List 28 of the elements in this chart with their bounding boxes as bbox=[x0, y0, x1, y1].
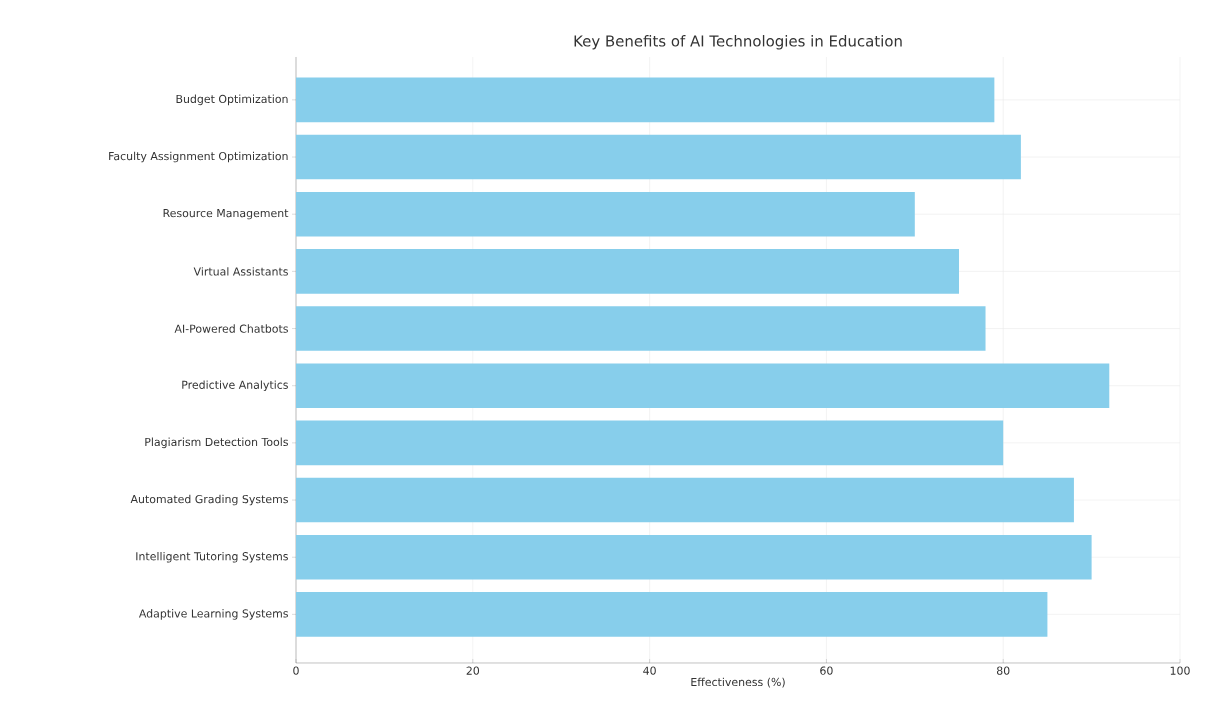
y-tick-label: Virtual Assistants bbox=[193, 267, 288, 276]
y-tick-label: Adaptive Learning Systems bbox=[138, 609, 288, 620]
bar bbox=[296, 306, 986, 351]
x-tick-label: 80 bbox=[996, 666, 1010, 675]
x-tick-label: 40 bbox=[643, 666, 656, 675]
bar bbox=[296, 249, 960, 294]
y-tick-label: Predictive Analytics bbox=[182, 380, 288, 392]
bar bbox=[296, 363, 1110, 409]
x-tick-label: 60 bbox=[820, 666, 833, 675]
y-tick-label: AI-Powered Chatbots bbox=[174, 324, 288, 333]
bar bbox=[296, 592, 1048, 637]
bar bbox=[296, 134, 1021, 180]
y-tick-label: Intelligent Tutoring Systems bbox=[136, 551, 288, 563]
bar bbox=[296, 534, 1092, 580]
x-tick-label: 0 bbox=[293, 666, 299, 675]
x-tick-label: 20 bbox=[466, 666, 480, 675]
y-tick-label: Automated Grading Systems bbox=[130, 494, 288, 506]
x-tick-label: 100 bbox=[1170, 666, 1190, 675]
y-tick-label: Plagiarism Detection Tools bbox=[145, 437, 288, 449]
bar bbox=[296, 191, 915, 237]
y-tick-label: Budget Optimization bbox=[176, 94, 288, 106]
bar bbox=[296, 77, 995, 123]
x-axis-title: Effectiveness (%) bbox=[691, 677, 785, 688]
bar bbox=[296, 477, 1074, 523]
bar bbox=[296, 420, 1004, 466]
y-tick-label: Resource Management bbox=[163, 209, 289, 220]
chart-title: Key Benefits of AI Technologies in Education bbox=[574, 35, 902, 50]
y-tick-label: Faculty Assignment Optimization bbox=[109, 151, 288, 163]
